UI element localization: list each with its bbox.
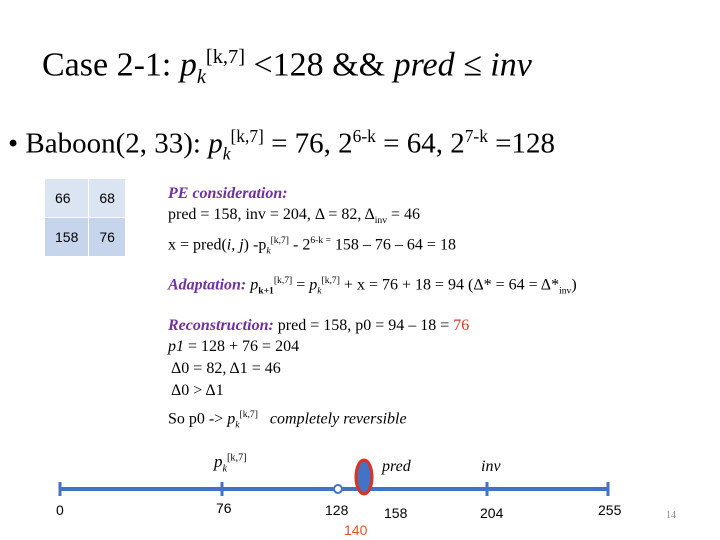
text: p [309,276,318,294]
bullet-var: p [208,127,223,160]
ticks [58,482,610,496]
bullet-text: = 76, 2 [263,127,353,160]
sub: k [317,285,322,297]
text: = 128 + 76 = 204 [184,338,300,355]
section-heading: PE consideration: [168,185,288,202]
bullet-exp: 7-k [464,126,488,146]
bullet-text: = 64, 2 [375,127,465,160]
highlight: 76 [453,317,470,334]
text: pred = 158, p0 = 94 – 18 = [277,317,454,334]
text: = [292,276,310,294]
sup: [k,7] [227,452,247,464]
bullet-text: Baboon(2, 33): [25,127,209,160]
text: pred = 158, inv = 204, Δ = 82, Δ [168,206,375,223]
sub: k [266,245,271,257]
title-text: Case 2-1: [42,46,180,84]
text: completely reversible [269,410,407,428]
pe-line: pred = 158, inv = 204, Δ = 82, Δinv = 46 [168,206,420,230]
pixel-table: 66 68 158 76 [43,178,126,257]
sup: [k,7] [239,409,258,420]
cell: 158 [43,217,90,257]
bullet: • Baboon(2, 33): pk[k,7] = 76, 26-k = 64… [8,126,555,164]
title-text: <128 && [245,46,394,84]
cell: 66 [43,178,90,218]
title-sup: [k,7] [205,46,245,68]
bullet-text: =128 [487,127,556,160]
cell: 76 [88,217,126,257]
text: = 46 [387,206,421,223]
section-heading: Adaptation: [168,276,247,294]
adaptation-line: Adaptation: pk+1[k,7] = pk[k,7] + x = 76… [168,272,577,301]
text: - 2 [288,236,311,254]
text: i, j [226,236,244,254]
tick-label: 158 [384,505,408,521]
bullet-exp: 6-k [352,126,376,146]
nl-label: pk[k,7] [214,452,247,474]
point-marker [333,484,343,494]
sub: k [222,463,228,475]
pe-line: x = pred(i, j) -pk[k,7] - 26-k = 158 – 7… [168,232,456,261]
highlight-label: 140 [344,522,368,538]
reconstruction-line: p1 = 128 + 76 = 204 [168,338,299,356]
bullet-sub: k [222,143,231,164]
text: p1 [168,338,184,355]
tick-label: 76 [216,500,232,516]
text: p [227,410,236,428]
tick-label: 0 [56,502,64,518]
text: p [250,276,259,294]
tick-label: 255 [598,502,622,518]
text: + x = 76 + 18 = 94 (Δ* = 64 = Δ* [339,276,560,294]
bullet-marker: • [8,127,19,160]
text: p [214,452,223,471]
bullet-sup: [k,7] [230,126,264,146]
sup: 6-k = [310,235,331,246]
page-number: 14 [666,510,676,521]
sub: k+1 [258,285,274,297]
text: ) -p [243,236,267,254]
text: So p0 -> [168,410,228,428]
text: x = pred( [168,236,227,254]
sub: inv [559,285,572,297]
title-condition: pred ≤ inv [393,46,532,84]
tick-label: 204 [480,505,504,521]
text: Δ0 = 82, Δ1 = 46 [171,360,281,377]
sup: [k,7] [270,235,289,246]
reconstruction-line: Reconstruction: pred = 158, p0 = 94 – 18… [168,317,469,335]
sup: [k,7] [321,275,340,286]
highlight-marker [354,458,374,496]
sup: [k,7] [273,275,293,286]
sub: k [235,419,240,431]
text: 158 – 76 – 64 = 18 [330,236,456,254]
text: ) [571,276,577,294]
title-sub: k [196,66,206,89]
sub: inv [374,215,388,227]
title-var: p [179,46,197,84]
tick-label: 128 [325,502,349,518]
slide-title: Case 2-1: pk[k,7] <128 && pred ≤ inv [42,46,532,89]
section-heading: Reconstruction: [168,317,274,334]
nl-label: pred [382,458,411,475]
nl-label: inv [481,458,501,475]
reconstruction-line: So p0 -> pk[k,7] completely reversible [168,406,407,435]
text: Δ0 > Δ1 [171,382,224,399]
